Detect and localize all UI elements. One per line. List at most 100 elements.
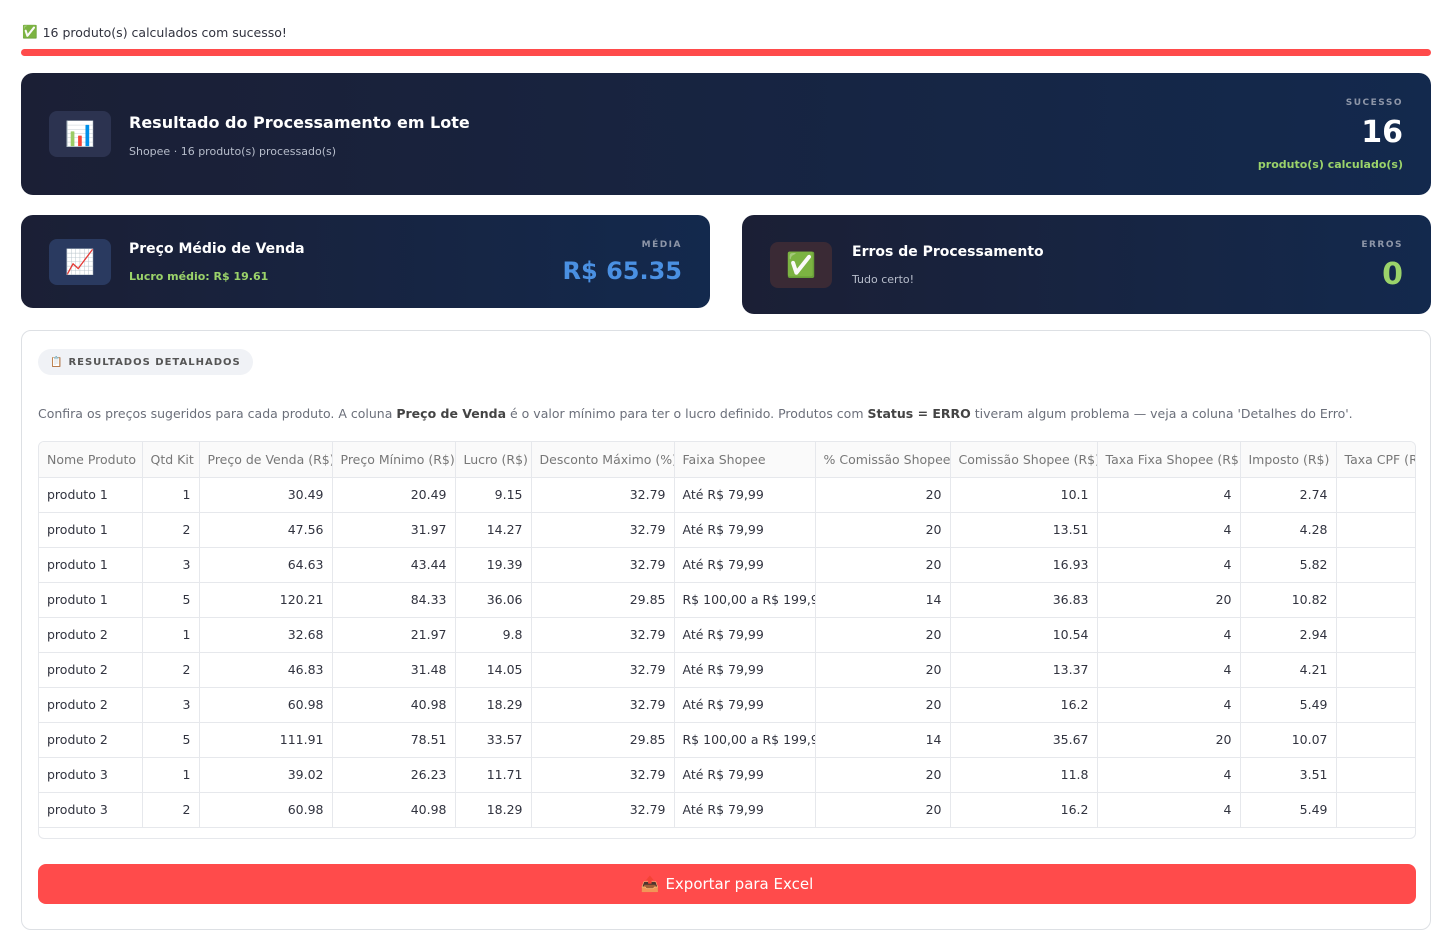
table-cell: 4: [1097, 687, 1241, 723]
table-cell: 14: [815, 582, 951, 618]
average-card: 📈 Preço Médio de Venda Lucro médio: R$ 1…: [21, 215, 710, 308]
alert-text: 16 produto(s) calculados com sucesso!: [42, 24, 287, 40]
table-cell: 4: [1097, 547, 1241, 583]
table-row: produto 2 2 46.83 31.48 14.05 32.79 Até R$ 79,…: [39, 652, 1415, 688]
table-cell: 32.79: [531, 652, 675, 688]
table-cell: 2: [142, 652, 200, 688]
table-cell: 20: [1097, 582, 1241, 618]
table-cell: 16.2: [950, 687, 1098, 723]
table-row: produto 3 2 60.98 40.98 18.29 32.79 Até R$ 79,…: [39, 792, 1415, 828]
table-cell: 4: [1097, 617, 1241, 653]
table-cell: 11.71: [455, 757, 532, 793]
alert-icon: ✅: [22, 24, 38, 39]
table-cell: 36.83: [950, 582, 1098, 618]
table-cell: 0: [1336, 687, 1415, 723]
table-cell: 111.91: [199, 722, 333, 758]
table-cell: 20: [815, 512, 951, 548]
table-cell: 32.79: [531, 512, 675, 548]
table-cell: 47.56: [199, 512, 333, 548]
table-cell: 20: [815, 687, 951, 723]
table-cell: 30.49: [199, 477, 333, 513]
table-cell: 4.21: [1240, 652, 1337, 688]
table-cell: Até R$ 79,99: [674, 757, 816, 793]
table-cell: 14.05: [455, 652, 532, 688]
card-subtitle: Tudo certo!: [852, 273, 915, 286]
success-alert: ✅ 16 produto(s) calculados com sucesso!: [22, 24, 287, 40]
column-header: Qtd Kit: [142, 442, 200, 478]
summary-title: Resultado do Processamento em Lote: [129, 113, 470, 132]
column-header: Comissão Shopee (R$): [950, 442, 1098, 478]
table-cell: 4: [1097, 512, 1241, 548]
table-cell: Até R$ 79,99: [674, 547, 816, 583]
table-cell: 29.85: [531, 582, 675, 618]
processed: 16 produto(s) processado(s): [180, 145, 337, 158]
summary-subtitle: Shopee · 16 produto(s) processado(s): [129, 145, 336, 158]
table-row: produto 3 1 39.02 26.23 11.71 32.79 Até R$ 79,…: [39, 757, 1415, 793]
export-button[interactable]: 📤 Exportar para Excel: [38, 864, 1416, 904]
table-cell: 40.98: [332, 792, 456, 828]
table-cell: 20: [815, 617, 951, 653]
table-cell: 3: [142, 547, 200, 583]
desc-text: tiveram algum problema — veja a coluna '…: [970, 406, 1353, 421]
table-cell: 13.37: [950, 652, 1098, 688]
stat-caption: produto(s) calculado(s): [1257, 158, 1403, 171]
table-cell: 11.8: [950, 757, 1098, 793]
results-table: Nome Produto Qtd Kit Preço de Venda (R$) Pr…: [39, 442, 1415, 828]
table-cell: 1: [142, 477, 200, 513]
table-cell: produto 3: [39, 757, 143, 793]
table-cell: 3: [142, 687, 200, 723]
table-cell: produto 2: [39, 687, 143, 723]
table-cell: 4: [1097, 477, 1241, 513]
table-cell: 33.57: [455, 722, 532, 758]
table-cell: 64.63: [199, 547, 333, 583]
table-cell: 5: [142, 722, 200, 758]
progress-bar: [21, 49, 1431, 56]
table-cell: 20: [1097, 722, 1241, 758]
table-cell: 31.97: [332, 512, 456, 548]
table-cell: 10.07: [1240, 722, 1337, 758]
table-cell: 46.83: [199, 652, 333, 688]
table-cell: 14.27: [455, 512, 532, 548]
table-cell: 32.79: [531, 687, 675, 723]
table-cell: 4: [1097, 652, 1241, 688]
table-cell: produto 2: [39, 652, 143, 688]
card-title: Erros de Processamento: [852, 244, 1044, 260]
table-row: produto 1 2 47.56 31.97 14.27 32.79 Até R$ 79,…: [39, 512, 1415, 548]
table-cell: 60.98: [199, 687, 333, 723]
table-cell: 36.06: [455, 582, 532, 618]
table-cell: produto 1: [39, 547, 143, 583]
card-stat-label: ERROS: [1361, 240, 1403, 250]
table-cell: 43.44: [332, 547, 456, 583]
separator: ·: [173, 145, 178, 158]
table-cell: 9.15: [455, 477, 532, 513]
table-cell: 0: [1336, 792, 1415, 828]
table-cell: 5.49: [1240, 687, 1337, 723]
table-cell: 4: [1097, 792, 1241, 828]
table-cell: 16.2: [950, 792, 1098, 828]
table-body: produto 1 1 30.49 20.49 9.15 32.79 Até R$ 79,9…: [39, 477, 1415, 828]
table-cell: produto 2: [39, 722, 143, 758]
card-title: Preço Médio de Venda: [129, 241, 305, 257]
column-header: Imposto (R$): [1240, 442, 1337, 478]
table-cell: 4.28: [1240, 512, 1337, 548]
card-icon: 📈: [49, 239, 111, 285]
table-cell: Até R$ 79,99: [674, 792, 816, 828]
table-cell: 18.29: [455, 687, 532, 723]
results-box: 📋 RESULTADOS DETALHADOS Confira os preços…: [21, 330, 1431, 930]
column-header: Preço Mínimo (R$): [332, 442, 456, 478]
table-cell: 32.79: [531, 617, 675, 653]
table-cell: 2: [142, 792, 200, 828]
table-cell: 20: [815, 547, 951, 583]
table-cell: 21.97: [332, 617, 456, 653]
desc-bold: Status = ERRO: [867, 406, 971, 421]
description: Confira os preços sugeridos para cada pr…: [38, 406, 1353, 421]
table-row: produto 2 3 60.98 40.98 18.29 32.79 Até R$ 79,…: [39, 687, 1415, 723]
table-cell: 32.68: [199, 617, 333, 653]
column-header: Preço de Venda (R$): [199, 442, 333, 478]
table-cell: Até R$ 79,99: [674, 477, 816, 513]
table-cell: 0: [1336, 477, 1415, 513]
summary-panel: 📊 Resultado do Processamento em Lote Sho…: [21, 73, 1431, 195]
table-cell: 10.54: [950, 617, 1098, 653]
table-cell: 29.85: [531, 722, 675, 758]
table-cell: 0: [1336, 652, 1415, 688]
